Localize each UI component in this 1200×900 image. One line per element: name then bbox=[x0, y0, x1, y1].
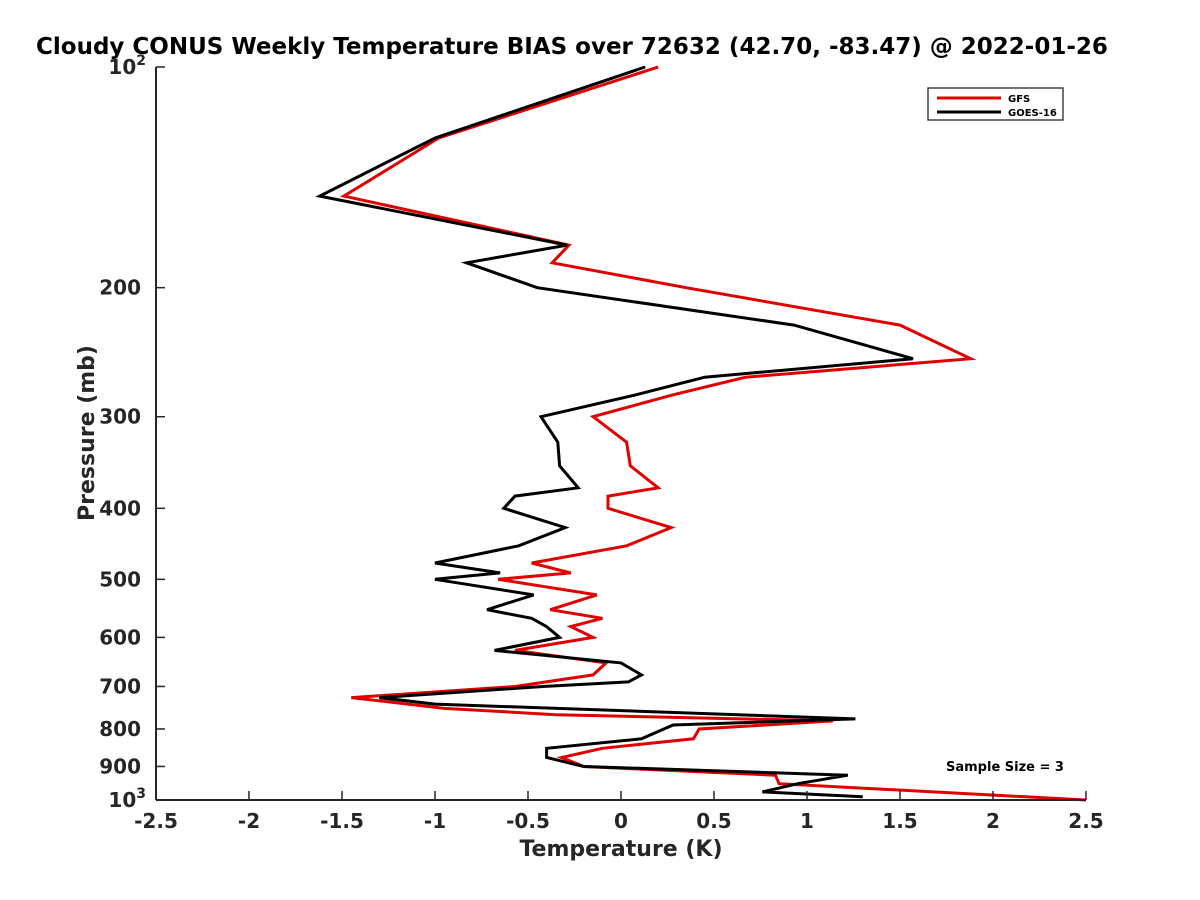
legend-box bbox=[927, 87, 1064, 121]
series-layer bbox=[315, 65, 1087, 802]
x-tick-label: 1 bbox=[800, 809, 814, 833]
y-tick-label: 500 bbox=[99, 567, 141, 591]
y-axis-label: Pressure (mb) bbox=[75, 345, 100, 521]
plot-area bbox=[156, 67, 1086, 800]
legend: GFS GOES-16 bbox=[927, 87, 1064, 121]
x-tick-label: 2 bbox=[986, 809, 1000, 833]
y-tick-label: 800 bbox=[99, 717, 141, 741]
x-tick-label: -1.5 bbox=[320, 809, 364, 833]
y-tick-label: 300 bbox=[99, 405, 141, 429]
y-tick-base: 10 bbox=[108, 788, 136, 812]
y-tick-label: 900 bbox=[99, 754, 141, 778]
x-tick-label: -2 bbox=[238, 809, 260, 833]
y-tick-label: 400 bbox=[99, 496, 141, 520]
x-tick-label: -2.5 bbox=[134, 809, 178, 833]
y-tick-exponent: 2 bbox=[136, 53, 146, 69]
x-tick-label: 2.5 bbox=[1068, 809, 1103, 833]
y-tick-label: 700 bbox=[99, 674, 141, 698]
y-tick-base: 10 bbox=[108, 55, 136, 79]
legend-label: GFS bbox=[1008, 94, 1030, 105]
chart-title: Cloudy CONUS Weekly Temperature BIAS ove… bbox=[36, 34, 1108, 60]
x-tick-label: -1 bbox=[424, 809, 446, 833]
x-tick-label: -0.5 bbox=[506, 809, 550, 833]
x-tick-layer: -2.5 -2 -1.5 -1 -0.5 0 0.5 1 1.5 2 2.5 bbox=[134, 791, 1104, 833]
legend-label: GOES-16 bbox=[1008, 108, 1057, 119]
sample-size-annotation: Sample Size = 3 bbox=[946, 760, 1064, 775]
y-tick-label: 200 bbox=[99, 276, 141, 300]
y-tick-label: 102 bbox=[108, 53, 146, 79]
axes-layer bbox=[155, 67, 1086, 801]
y-tick-label: 103 bbox=[108, 786, 146, 812]
x-tick-label: 0 bbox=[614, 809, 628, 833]
y-tick-exponent: 3 bbox=[136, 786, 146, 802]
series-line-gfs bbox=[339, 65, 1087, 802]
x-tick-label: 1.5 bbox=[882, 809, 917, 833]
y-tick-label: 600 bbox=[99, 625, 141, 649]
series-line-goes-16 bbox=[315, 65, 914, 799]
x-axis-label: Temperature (K) bbox=[519, 837, 722, 862]
x-tick-label: 0.5 bbox=[696, 809, 731, 833]
